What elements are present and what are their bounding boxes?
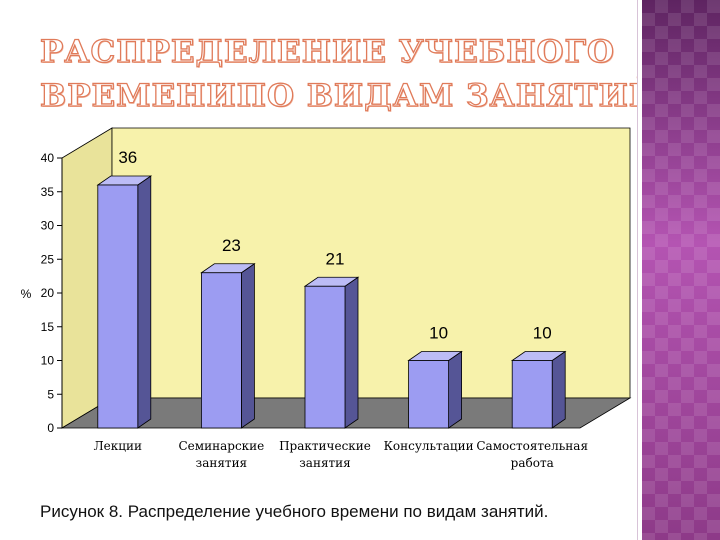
bar-front [511, 360, 553, 429]
slide-title-line-2: ВРЕМЕНИПО ВИДАМ ЗАНЯТИЙ [39, 77, 660, 114]
y-tick-label: 35 [41, 185, 55, 199]
x-category-label: Лекции [94, 439, 142, 453]
bar-side [137, 175, 152, 429]
x-category-label: Практические [279, 439, 371, 453]
y-tick-label: 20 [41, 286, 55, 300]
y-tick-label: 15 [41, 320, 55, 334]
bar-front [97, 184, 139, 429]
y-tick-label: 5 [47, 387, 54, 401]
chart-bars [96, 175, 567, 429]
y-tick-label: 0 [47, 421, 54, 435]
y-axis: 0 5 10 15 20 25 30 35 40% [21, 151, 63, 435]
data-labels: 36 23 21 10 10 [118, 148, 551, 343]
x-category-label: работа [511, 456, 554, 470]
bar-chart: 0 5 10 15 20 25 30 35 40% Лекции Семинарские занят… [21, 127, 632, 470]
bar [510, 350, 567, 429]
slide-title: РАСПРЕДЕЛЕНИЕ УЧЕБНОГО ВРЕМЕНИПО ВИДАМ З… [39, 30, 660, 118]
data-label: 10 [429, 324, 448, 343]
y-axis-label: % [21, 287, 32, 301]
slide-title-line-1: РАСПРЕДЕЛЕНИЕ УЧЕБНОГО [39, 33, 615, 70]
bar [407, 350, 463, 429]
x-category-label: занятия [299, 456, 350, 470]
bar-side [551, 350, 566, 429]
bar-side [240, 262, 255, 429]
bar [303, 276, 360, 429]
x-category-label: занятия [196, 456, 247, 470]
side-divider [637, 0, 642, 540]
bar-front [200, 272, 242, 429]
bar-side [344, 276, 359, 429]
bar [96, 175, 153, 429]
x-category-label: Самостоятельная [476, 439, 588, 453]
bar-front [408, 360, 450, 429]
y-tick-label: 30 [41, 219, 55, 233]
data-label: 10 [533, 324, 552, 343]
data-label: 23 [222, 236, 241, 255]
data-label: 36 [118, 148, 137, 167]
decorative-side-panel [642, 0, 720, 540]
y-tick-label: 40 [41, 151, 55, 165]
bar-side [448, 350, 463, 429]
x-category-label: Консультации [384, 439, 474, 453]
bar-front [304, 285, 346, 429]
data-label: 21 [326, 249, 345, 268]
x-category-label: Семинарские [179, 439, 265, 453]
x-axis: Лекции Семинарские занятия Практические заня… [94, 439, 588, 470]
y-tick-label: 10 [41, 354, 55, 368]
bar [200, 262, 256, 429]
figure-caption: Рисунок 8. Распределение учебного времен… [40, 502, 549, 521]
y-tick-label: 25 [41, 252, 55, 266]
